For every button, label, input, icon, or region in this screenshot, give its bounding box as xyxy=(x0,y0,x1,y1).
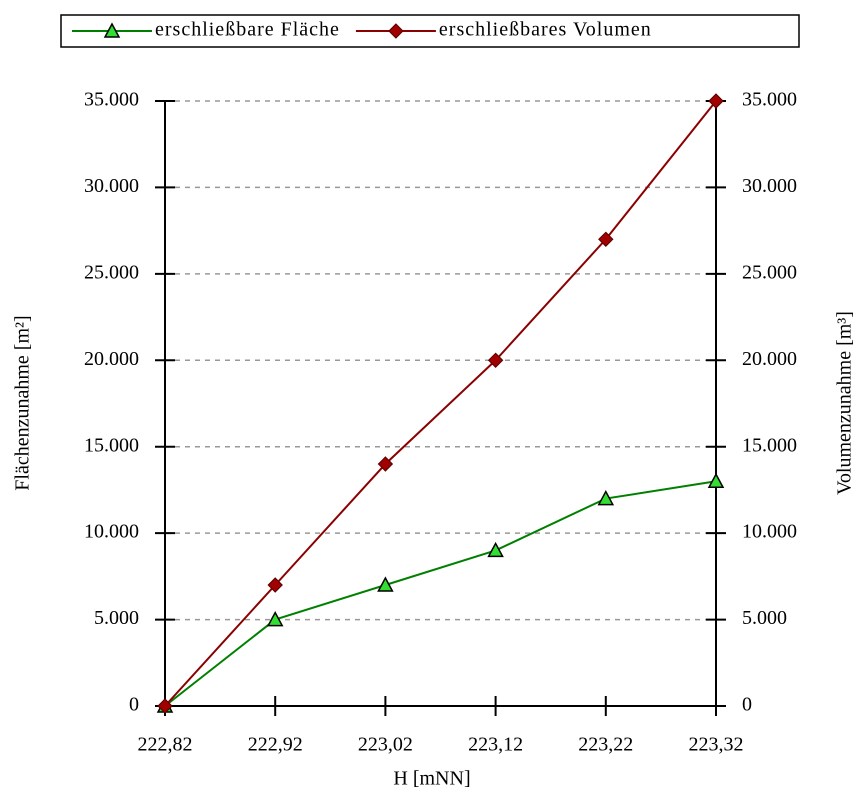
data-point xyxy=(266,610,284,627)
legend-marker xyxy=(388,23,404,39)
x-axis-label: H [mNN] xyxy=(393,768,470,790)
x-tick-label: 223,12 xyxy=(468,734,523,756)
y2-tick-label: 15.000 xyxy=(742,434,797,456)
series-line xyxy=(164,100,717,707)
x-tick-label: 222,82 xyxy=(138,734,193,756)
y2-tick-label: 20.000 xyxy=(742,348,797,370)
y2-axis-label: Volumenzunahme [m³] xyxy=(834,311,856,495)
data-point xyxy=(377,576,394,592)
data-point xyxy=(708,93,724,109)
y2-tick-label: 25.000 xyxy=(742,261,797,283)
data-point xyxy=(487,352,504,368)
y-tick-label: 0 xyxy=(129,694,139,716)
y-tick-label: 25.000 xyxy=(84,261,139,283)
data-point xyxy=(707,472,725,489)
x-tick-label: 222,92 xyxy=(248,734,303,756)
data-point xyxy=(597,489,615,506)
data-point xyxy=(267,577,283,593)
legend-marker xyxy=(103,22,121,38)
series-line xyxy=(164,480,717,707)
y2-tick-label: 5.000 xyxy=(742,607,787,629)
data-point xyxy=(598,231,614,247)
y2-tick-label: 10.000 xyxy=(742,521,797,543)
y-tick-label: 30.000 xyxy=(84,175,139,197)
y-tick-label: 15.000 xyxy=(84,434,139,456)
legend-label: erschließbare Fläche xyxy=(155,19,340,41)
y2-tick-label: 30.000 xyxy=(742,175,797,197)
data-point xyxy=(487,541,504,558)
x-tick-label: 223,32 xyxy=(689,734,744,756)
y-tick-label: 35.000 xyxy=(84,89,139,111)
y-axis-label: Flächenzunahme [m²] xyxy=(12,315,34,490)
x-tick-label: 223,02 xyxy=(358,734,413,756)
y-tick-label: 10.000 xyxy=(84,521,139,543)
y2-tick-label: 0 xyxy=(742,694,752,716)
y-tick-label: 5.000 xyxy=(94,607,139,629)
data-point xyxy=(377,456,394,472)
data-point xyxy=(157,698,173,714)
y-tick-label: 20.000 xyxy=(84,348,139,370)
x-tick-label: 223,22 xyxy=(578,734,633,756)
y2-tick-label: 35.000 xyxy=(742,89,797,111)
legend-label: erschließbares Volumen xyxy=(439,19,652,41)
